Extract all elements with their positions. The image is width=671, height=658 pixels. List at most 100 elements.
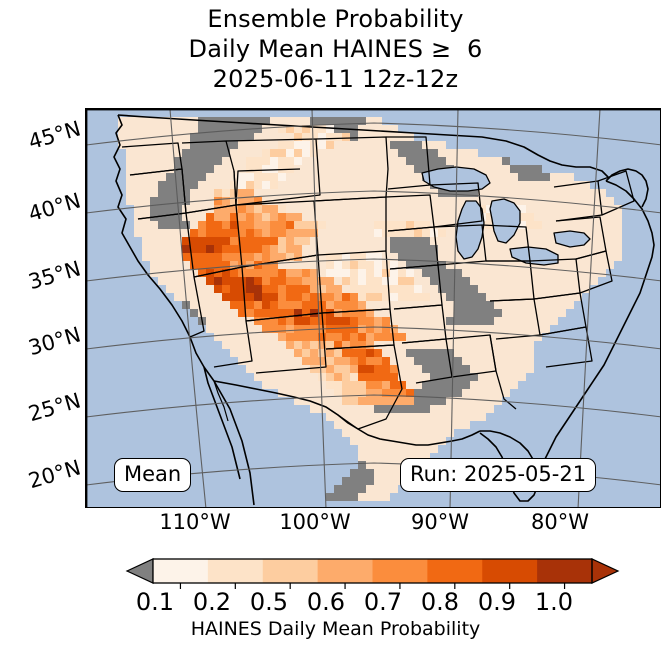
data-cell-land bbox=[502, 181, 510, 189]
data-cell-probability bbox=[374, 381, 382, 389]
data-cell-probability bbox=[238, 285, 246, 293]
data-cell-land bbox=[454, 253, 462, 261]
data-cell-land bbox=[318, 237, 326, 245]
data-cell-land bbox=[502, 261, 510, 269]
data-cell-land bbox=[462, 421, 470, 429]
data-cell-probability bbox=[198, 221, 206, 229]
data-cell-land bbox=[550, 181, 558, 189]
data-cell-probability bbox=[382, 397, 390, 405]
data-cell-land bbox=[606, 205, 614, 213]
data-cell-land bbox=[366, 157, 374, 165]
data-cell-probability bbox=[350, 357, 358, 365]
data-cell-masked bbox=[190, 309, 198, 317]
data-cell-land bbox=[358, 237, 366, 245]
data-cell-land bbox=[558, 293, 566, 301]
data-cell-land bbox=[462, 149, 470, 157]
data-cell-masked bbox=[198, 133, 206, 141]
data-cell-masked bbox=[222, 133, 230, 141]
data-cell-land bbox=[414, 453, 422, 461]
data-cell-probability bbox=[262, 157, 270, 165]
data-cell-land bbox=[270, 141, 278, 149]
data-cell-probability bbox=[318, 125, 326, 133]
data-cell-probability bbox=[406, 229, 414, 237]
data-cell-masked bbox=[398, 405, 406, 413]
data-cell-probability bbox=[198, 229, 206, 237]
data-cell-land bbox=[238, 349, 246, 357]
data-cell-land bbox=[382, 165, 390, 173]
data-cell-land bbox=[550, 245, 558, 253]
data-cell-probability bbox=[262, 149, 270, 157]
data-cell-land bbox=[166, 245, 174, 253]
data-cell-land bbox=[150, 189, 158, 197]
data-cell-masked bbox=[358, 461, 366, 469]
data-cell-masked bbox=[158, 221, 166, 229]
data-cell-probability bbox=[310, 293, 318, 301]
data-cell-land bbox=[454, 333, 462, 341]
data-cell-land bbox=[470, 261, 478, 269]
data-cell-probability bbox=[262, 221, 270, 229]
data-cell-land bbox=[526, 333, 534, 341]
data-cell-land bbox=[374, 309, 382, 317]
data-cell-land bbox=[334, 149, 342, 157]
data-cell-masked bbox=[462, 381, 470, 389]
data-cell-probability bbox=[198, 253, 206, 261]
data-cell-probability bbox=[422, 293, 430, 301]
data-cell-masked bbox=[166, 197, 174, 205]
data-cell-land bbox=[222, 309, 230, 317]
data-cell-masked bbox=[438, 277, 446, 285]
data-cell-probability bbox=[390, 269, 398, 277]
data-cell-probability bbox=[246, 253, 254, 261]
data-cell-masked bbox=[358, 117, 366, 125]
data-cell-land bbox=[342, 221, 350, 229]
data-cell-land bbox=[430, 405, 438, 413]
data-cell-land bbox=[390, 429, 398, 437]
data-cell-land bbox=[366, 429, 374, 437]
data-cell-land bbox=[350, 213, 358, 221]
data-cell-land bbox=[414, 421, 422, 429]
lon-label-100: 100°W bbox=[279, 510, 351, 534]
data-cell-probability bbox=[350, 373, 358, 381]
data-cell-probability bbox=[342, 133, 350, 141]
data-cell-masked bbox=[478, 317, 486, 325]
data-cell-masked bbox=[214, 157, 222, 165]
data-cell-probability bbox=[246, 277, 254, 285]
data-cell-land bbox=[166, 149, 174, 157]
data-cell-masked bbox=[414, 165, 422, 173]
data-cell-probability bbox=[326, 261, 334, 269]
data-cell-probability bbox=[286, 229, 294, 237]
data-cell-masked bbox=[174, 213, 182, 221]
data-cell-masked bbox=[510, 165, 518, 173]
data-cell-masked bbox=[462, 309, 470, 317]
data-cell-masked bbox=[198, 125, 206, 133]
data-cell-land bbox=[550, 269, 558, 277]
data-cell-land bbox=[278, 341, 286, 349]
data-cell-probability bbox=[358, 253, 366, 261]
data-cell-land bbox=[326, 237, 334, 245]
data-cell-land bbox=[534, 261, 542, 269]
data-cell-land bbox=[438, 149, 446, 157]
data-cell-land bbox=[454, 205, 462, 213]
data-cell-masked bbox=[526, 165, 534, 173]
data-cell-land bbox=[422, 285, 430, 293]
data-cell-probability bbox=[398, 333, 406, 341]
data-cell-land bbox=[126, 141, 134, 149]
data-cell-probability bbox=[230, 213, 238, 221]
data-cell-probability bbox=[366, 309, 374, 317]
data-cell-land bbox=[550, 189, 558, 197]
data-cell-probability bbox=[374, 333, 382, 341]
data-cell-land bbox=[342, 149, 350, 157]
data-cell-land bbox=[374, 493, 382, 501]
data-cell-land bbox=[358, 189, 366, 197]
data-cell-land bbox=[278, 133, 286, 141]
data-cell-probability bbox=[310, 229, 318, 237]
data-cell-masked bbox=[406, 261, 414, 269]
data-cell-land bbox=[246, 365, 254, 373]
data-cell-probability bbox=[214, 205, 222, 213]
data-cell-land bbox=[510, 381, 518, 389]
data-cell-land bbox=[430, 301, 438, 309]
data-cell-masked bbox=[206, 157, 214, 165]
data-cell-land bbox=[406, 365, 414, 373]
data-cell-land bbox=[158, 173, 166, 181]
data-cell-masked bbox=[478, 293, 486, 301]
data-cell-probability bbox=[350, 365, 358, 373]
